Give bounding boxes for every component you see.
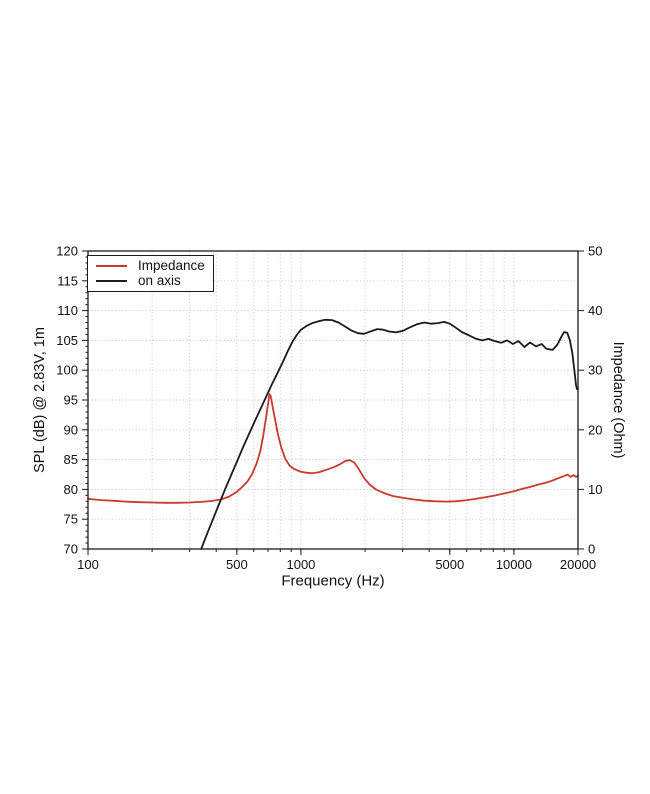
y-left-tick-label: 70 — [64, 542, 78, 557]
impedance-line-sample — [96, 265, 127, 268]
left-axis-title: SPL (dB) @ 2.83V, 1m — [32, 327, 48, 473]
y-left-tick-label: 100 — [56, 363, 78, 378]
y-right-tick-label: 0 — [588, 542, 595, 557]
y-left-tick-label: 90 — [64, 422, 78, 437]
x-tick-label: 1000 — [286, 557, 315, 572]
y-left-tick-label: 80 — [64, 482, 78, 497]
series-on-axis — [200, 318, 579, 550]
x-tick-label: 500 — [226, 557, 248, 572]
y-left-tick-label: 85 — [64, 452, 78, 467]
legend-label-impedance: Impedance — [138, 258, 205, 274]
y-left-tick-label: 115 — [57, 273, 78, 288]
x-axis-title: Frequency (Hz) — [281, 572, 385, 590]
y-right-tick-label: 10 — [588, 482, 602, 497]
on-axis-line-sample — [96, 279, 127, 282]
x-tick-label: 100 — [77, 557, 99, 572]
y-left-tick-label: 110 — [57, 303, 78, 318]
y-right-tick-label: 40 — [588, 303, 602, 318]
y-left-tick-label: 95 — [64, 393, 78, 408]
y-left-tick-label: 75 — [64, 512, 78, 527]
x-tick-label: 5000 — [435, 557, 464, 572]
legend-item-on-axis: on axis — [88, 274, 213, 288]
right-axis-title: Impedance (Ohm) — [610, 341, 626, 459]
x-tick-label: 20000 — [560, 557, 596, 572]
series-impedance — [87, 393, 579, 504]
y-right-tick-label: 20 — [588, 422, 602, 437]
x-tick-label: 10000 — [496, 557, 532, 572]
y-left-tick-label: 120 — [56, 244, 78, 259]
y-left-tick-label: 105 — [56, 333, 78, 348]
legend-item-impedance: Impedance — [88, 259, 213, 273]
legend-label-on-axis: on axis — [138, 273, 181, 289]
legend: Impedance on axis — [87, 255, 214, 292]
y-right-tick-label: 30 — [588, 363, 602, 378]
y-right-tick-label: 50 — [588, 244, 602, 259]
